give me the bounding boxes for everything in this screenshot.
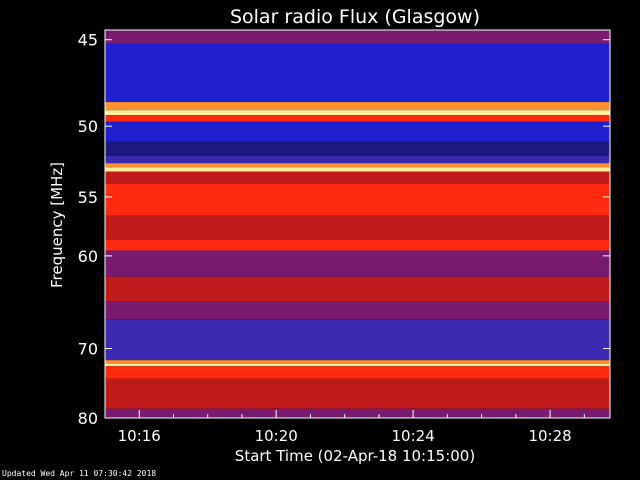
spectrogram-band <box>105 102 610 111</box>
spectrogram-band <box>105 121 610 142</box>
spectrogram-band <box>105 408 610 418</box>
spectrogram-band <box>105 156 610 164</box>
spectrogram-band <box>105 183 610 216</box>
y-tick-label: 50 <box>78 117 98 136</box>
spectrogram-image <box>105 30 610 418</box>
x-tick-label: 10:16 <box>118 427 161 445</box>
chart-title: Solar radio Flux (Glasgow) <box>230 6 480 28</box>
spectrogram-band <box>105 110 610 116</box>
spectrogram-band <box>105 171 610 184</box>
spectrogram-band <box>105 378 610 409</box>
spectrogram-band <box>105 366 610 379</box>
spectrogram-band <box>105 30 610 44</box>
x-axis: 10:16 10:20 10:24 10:28 <box>104 410 585 445</box>
spectrogram-band <box>105 215 610 240</box>
spectrogram-band <box>105 276 610 302</box>
y-tick-label: 60 <box>78 247 98 266</box>
spectrogram-band <box>105 319 610 361</box>
y-axis-label: Frequency [MHz] <box>48 162 66 288</box>
plot-frame <box>104 29 611 419</box>
spectrogram-band <box>105 250 610 277</box>
spectrogram-band <box>105 167 610 172</box>
y-axis: 45 50 55 60 70 80 <box>78 31 610 428</box>
y-tick-label: 55 <box>78 188 98 207</box>
spectrogram-band <box>105 364 610 367</box>
x-axis-label: Start Time (02-Apr-18 10:15:00) <box>235 447 475 465</box>
spectrogram-band <box>105 301 610 320</box>
x-tick-label: 10:28 <box>528 427 571 445</box>
spectrogram-band <box>105 360 610 364</box>
y-tick-label: 80 <box>78 409 98 428</box>
y-tick-label: 45 <box>78 31 98 50</box>
spectrogram-band <box>105 115 610 122</box>
updated-timestamp: Updated Wed Apr 11 07:30:42 2018 <box>2 469 157 478</box>
spectrogram-band <box>105 141 610 157</box>
x-tick-label: 10:24 <box>392 427 435 445</box>
y-tick-label: 70 <box>78 340 98 359</box>
spectrogram-band <box>105 43 610 103</box>
x-tick-label: 10:20 <box>255 427 298 445</box>
spectrogram-band <box>105 239 610 251</box>
spectrogram-band <box>105 163 610 168</box>
